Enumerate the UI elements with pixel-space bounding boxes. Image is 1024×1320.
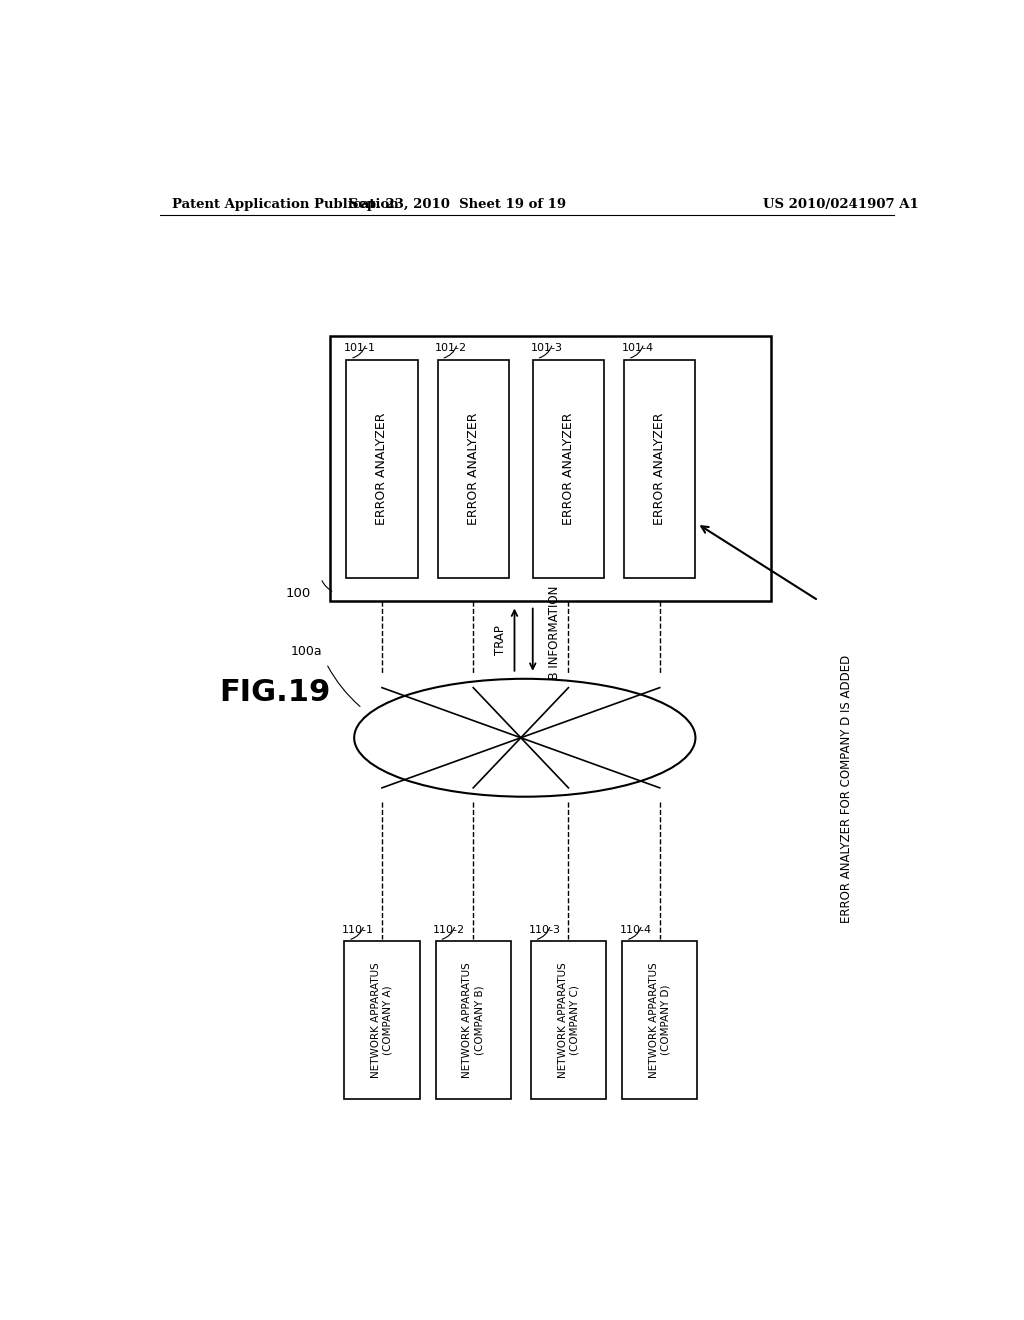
Text: 101-3: 101-3 xyxy=(530,342,562,352)
Text: 110-4: 110-4 xyxy=(620,925,651,935)
Text: US 2010/0241907 A1: US 2010/0241907 A1 xyxy=(763,198,919,211)
Text: NETWORK APPARATUS
(COMPANY A): NETWORK APPARATUS (COMPANY A) xyxy=(371,962,393,1077)
Text: NETWORK APPARATUS
(COMPANY D): NETWORK APPARATUS (COMPANY D) xyxy=(649,962,671,1077)
Text: NETWORK APPARATUS
(COMPANY B): NETWORK APPARATUS (COMPANY B) xyxy=(463,962,484,1077)
Bar xyxy=(622,941,697,1098)
Text: ERROR ANALYZER FOR COMPANY D IS ADDED: ERROR ANALYZER FOR COMPANY D IS ADDED xyxy=(840,655,853,923)
Text: 101-2: 101-2 xyxy=(435,342,467,352)
Text: Patent Application Publication: Patent Application Publication xyxy=(172,198,398,211)
Text: 101-4: 101-4 xyxy=(622,342,653,352)
Text: ERROR ANALYZER: ERROR ANALYZER xyxy=(467,413,479,525)
Bar xyxy=(346,359,418,578)
Bar xyxy=(435,941,511,1098)
Text: 110-1: 110-1 xyxy=(342,925,374,935)
Text: MIB INFORMATION: MIB INFORMATION xyxy=(549,586,561,693)
Text: FIG.19: FIG.19 xyxy=(219,677,331,706)
Text: ERROR ANALYZER: ERROR ANALYZER xyxy=(376,413,388,525)
Bar xyxy=(344,941,420,1098)
Bar xyxy=(331,337,771,601)
Bar xyxy=(624,359,695,578)
Text: ERROR ANALYZER: ERROR ANALYZER xyxy=(562,413,574,525)
Bar xyxy=(437,359,509,578)
Text: 100a: 100a xyxy=(291,645,323,659)
Text: NETWORK APPARATUS
(COMPANY C): NETWORK APPARATUS (COMPANY C) xyxy=(558,962,580,1077)
Text: ERROR ANALYZER: ERROR ANALYZER xyxy=(653,413,667,525)
Text: 101-1: 101-1 xyxy=(344,342,376,352)
Text: 110-3: 110-3 xyxy=(528,925,560,935)
Text: 110-2: 110-2 xyxy=(433,925,465,935)
Ellipse shape xyxy=(354,678,695,797)
Bar xyxy=(530,941,606,1098)
Text: Sep. 23, 2010  Sheet 19 of 19: Sep. 23, 2010 Sheet 19 of 19 xyxy=(349,198,566,211)
Text: 100: 100 xyxy=(286,587,310,599)
Bar xyxy=(532,359,604,578)
Text: TRAP: TRAP xyxy=(494,624,507,655)
